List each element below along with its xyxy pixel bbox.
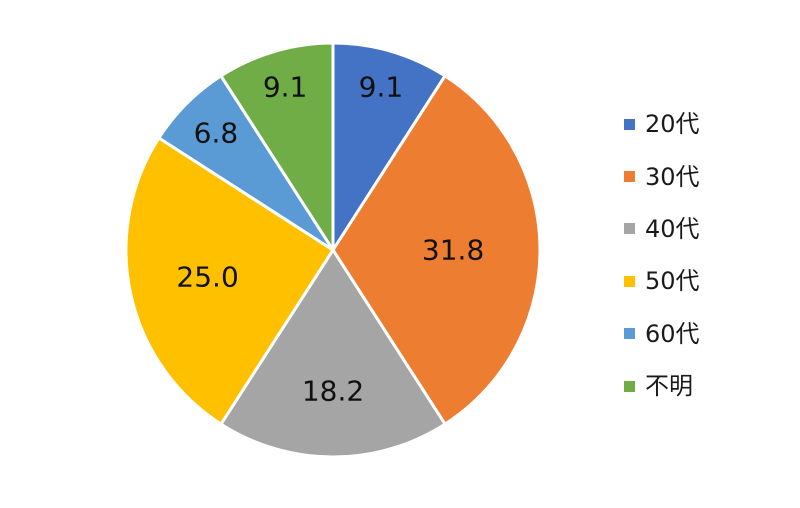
legend-label-3: 50代 (645, 267, 700, 296)
legend-swatch-2 (624, 223, 635, 235)
legend-item-2: 40代 (624, 203, 784, 255)
legend-label-4: 60代 (645, 319, 700, 348)
pie-data-label-0: 9.1 (359, 71, 404, 104)
legend-swatch-4 (624, 328, 635, 340)
pie-data-label-1: 31.8 (422, 234, 484, 267)
legend-label-0: 20代 (645, 110, 700, 139)
pie-slice-3 (124, 136, 335, 426)
legend-swatch-5 (624, 380, 635, 392)
legend-item-5: 不明 (624, 360, 784, 412)
pie-data-label-5: 9.1 (263, 71, 308, 104)
legend-swatch-1 (624, 171, 635, 183)
legend-label-2: 40代 (645, 214, 700, 243)
legend-item-3: 50代 (624, 255, 784, 307)
chart-legend: 20代 30代 40代 50代 60代不明 (624, 98, 784, 408)
pie-slice-5 (219, 41, 335, 252)
legend-label-1: 30代 (645, 162, 700, 191)
legend-swatch-3 (624, 275, 635, 287)
legend-item-1: 30代 (624, 150, 784, 202)
legend-swatch-0 (624, 118, 635, 130)
legend-item-4: 60代 (624, 308, 784, 360)
pie-data-labels: 9.1 31.8 18.2 25.0 6.8 9.1 (176, 71, 484, 408)
pie-slice-2 (219, 248, 447, 459)
pie-slice-0 (331, 41, 447, 252)
pie-slice-1 (331, 74, 542, 426)
legend-item-0: 20代 (624, 98, 784, 150)
legend-label-5: 不明 (645, 372, 693, 401)
pie-data-label-4: 6.8 (194, 116, 239, 149)
pie-data-label-2: 18.2 (302, 374, 364, 407)
pie-slices (124, 41, 542, 459)
pie-data-label-3: 25.0 (176, 261, 238, 294)
